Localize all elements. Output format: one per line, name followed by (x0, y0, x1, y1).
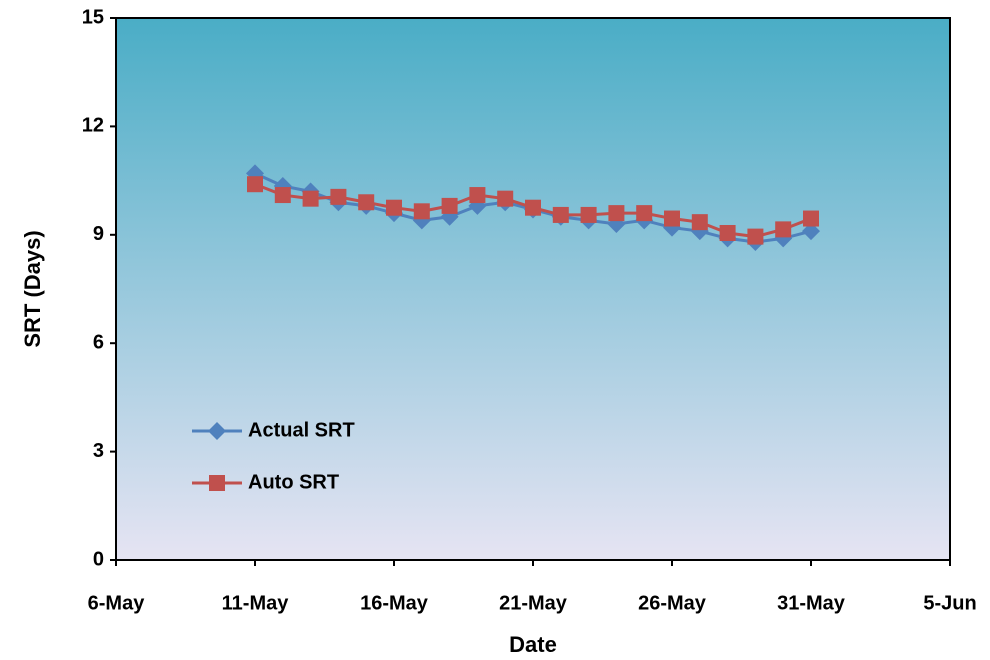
marker (497, 190, 514, 207)
marker (525, 199, 541, 216)
marker (358, 194, 375, 211)
marker (330, 188, 347, 205)
marker (469, 187, 486, 204)
marker (691, 214, 708, 231)
marker (580, 206, 597, 223)
y-tick-label: 15 (82, 6, 104, 28)
y-tick-label: 12 (82, 115, 104, 137)
marker (552, 206, 569, 223)
x-tick-label: 21-May (499, 592, 568, 614)
x-tick-label: 31-May (777, 592, 846, 614)
y-axis-label: SRT (Days) (20, 230, 45, 347)
x-tick-label: 6-May (88, 592, 146, 614)
x-tick-label: 5-Jun (923, 592, 976, 614)
x-tick-label: 11-May (222, 592, 290, 614)
x-axis-label: Date (509, 632, 557, 657)
marker (247, 176, 263, 193)
marker (302, 190, 319, 207)
marker (803, 210, 819, 227)
marker (386, 199, 402, 216)
legend-label: Auto SRT (248, 471, 339, 493)
marker (608, 205, 625, 222)
marker (719, 224, 736, 241)
marker (664, 210, 680, 227)
marker (413, 203, 430, 220)
marker (747, 228, 764, 245)
marker (802, 222, 820, 241)
marker (775, 221, 792, 238)
x-tick-label: 26-May (638, 592, 707, 614)
marker (274, 187, 291, 204)
y-tick-label: 6 (93, 331, 104, 353)
legend-label: Actual SRT (248, 419, 355, 441)
y-tick-label: 0 (93, 548, 104, 570)
x-tick-label: 16-May (360, 592, 429, 614)
legend-marker (209, 475, 225, 491)
y-tick-label: 9 (93, 223, 104, 245)
marker (636, 205, 653, 222)
legend-marker (208, 422, 226, 440)
plot-area (115, 17, 951, 561)
marker (441, 197, 458, 214)
y-tick-label: 3 (93, 440, 104, 462)
